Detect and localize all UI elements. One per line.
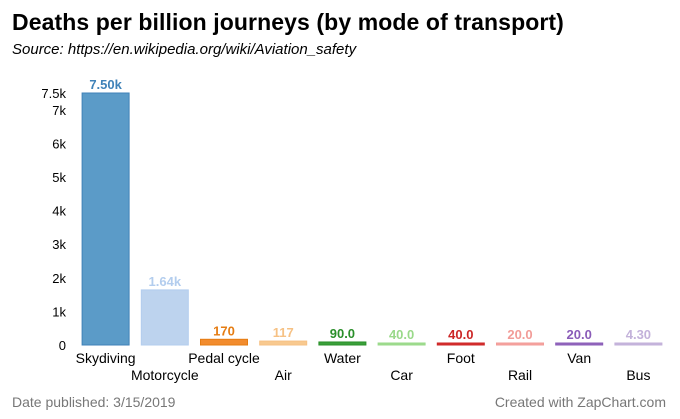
y-tick-label: 6k	[52, 136, 66, 151]
bar-water[interactable]	[318, 341, 367, 346]
category-label: Car	[390, 367, 413, 383]
bar-skydiving[interactable]	[81, 92, 130, 346]
y-tick-label: 4k	[52, 204, 66, 219]
category-label: Skydiving	[76, 350, 136, 366]
y-tick-label: 3k	[52, 237, 66, 252]
bar-car[interactable]	[377, 342, 426, 346]
bar-rail[interactable]	[496, 342, 544, 346]
y-tick-label: 2k	[52, 271, 66, 286]
bar-foot[interactable]	[436, 342, 485, 346]
data-label: 1.64k	[149, 274, 182, 289]
bars	[81, 92, 663, 346]
data-label: 170	[213, 323, 235, 338]
bar-pedal-cycle[interactable]	[200, 338, 248, 346]
y-tick-label: 1k	[52, 304, 66, 319]
bar-van[interactable]	[555, 342, 604, 346]
data-labels: 7.50k 1.64k 170 117 90.0 40.0 40.0 20.0 20.0 4.30	[89, 77, 651, 342]
bar-motorcycle[interactable]	[140, 289, 189, 346]
category-label: Rail	[508, 367, 532, 383]
data-label: 20.0	[567, 327, 592, 342]
data-label: 40.0	[448, 327, 473, 342]
y-tick-label: 0	[59, 338, 66, 353]
chart-subtitle: Source: https://en.wikipedia.org/wiki/Av…	[12, 41, 357, 58]
category-label: Pedal cycle	[188, 350, 260, 366]
y-tick-label: 5k	[52, 170, 66, 185]
category-label: Foot	[447, 350, 475, 366]
data-label: 7.50k	[89, 77, 122, 92]
y-tick-label: 7k	[52, 103, 66, 118]
data-label: 4.30	[626, 327, 651, 342]
category-label: Water	[324, 350, 361, 366]
bar-bus[interactable]	[614, 342, 663, 346]
data-label: 20.0	[507, 327, 532, 342]
bar-air[interactable]	[259, 340, 308, 346]
credit-link[interactable]: Created with ZapChart.com	[494, 394, 666, 410]
category-label: Van	[567, 350, 591, 366]
data-label: 117	[273, 325, 294, 340]
category-label: Bus	[626, 367, 650, 383]
category-label: Motorcycle	[131, 367, 199, 383]
data-label: 90.0	[330, 326, 355, 341]
category-label: Air	[275, 367, 292, 383]
chart-title: Deaths per billion journeys (by mode of …	[12, 9, 564, 35]
y-axis: 0 1k 2k 3k 4k 5k 6k 7k 7.5k	[41, 86, 66, 353]
data-label: 40.0	[389, 327, 414, 342]
date-published: Date published: 3/15/2019	[12, 394, 176, 410]
y-tick-label: 7.5k	[41, 86, 66, 101]
